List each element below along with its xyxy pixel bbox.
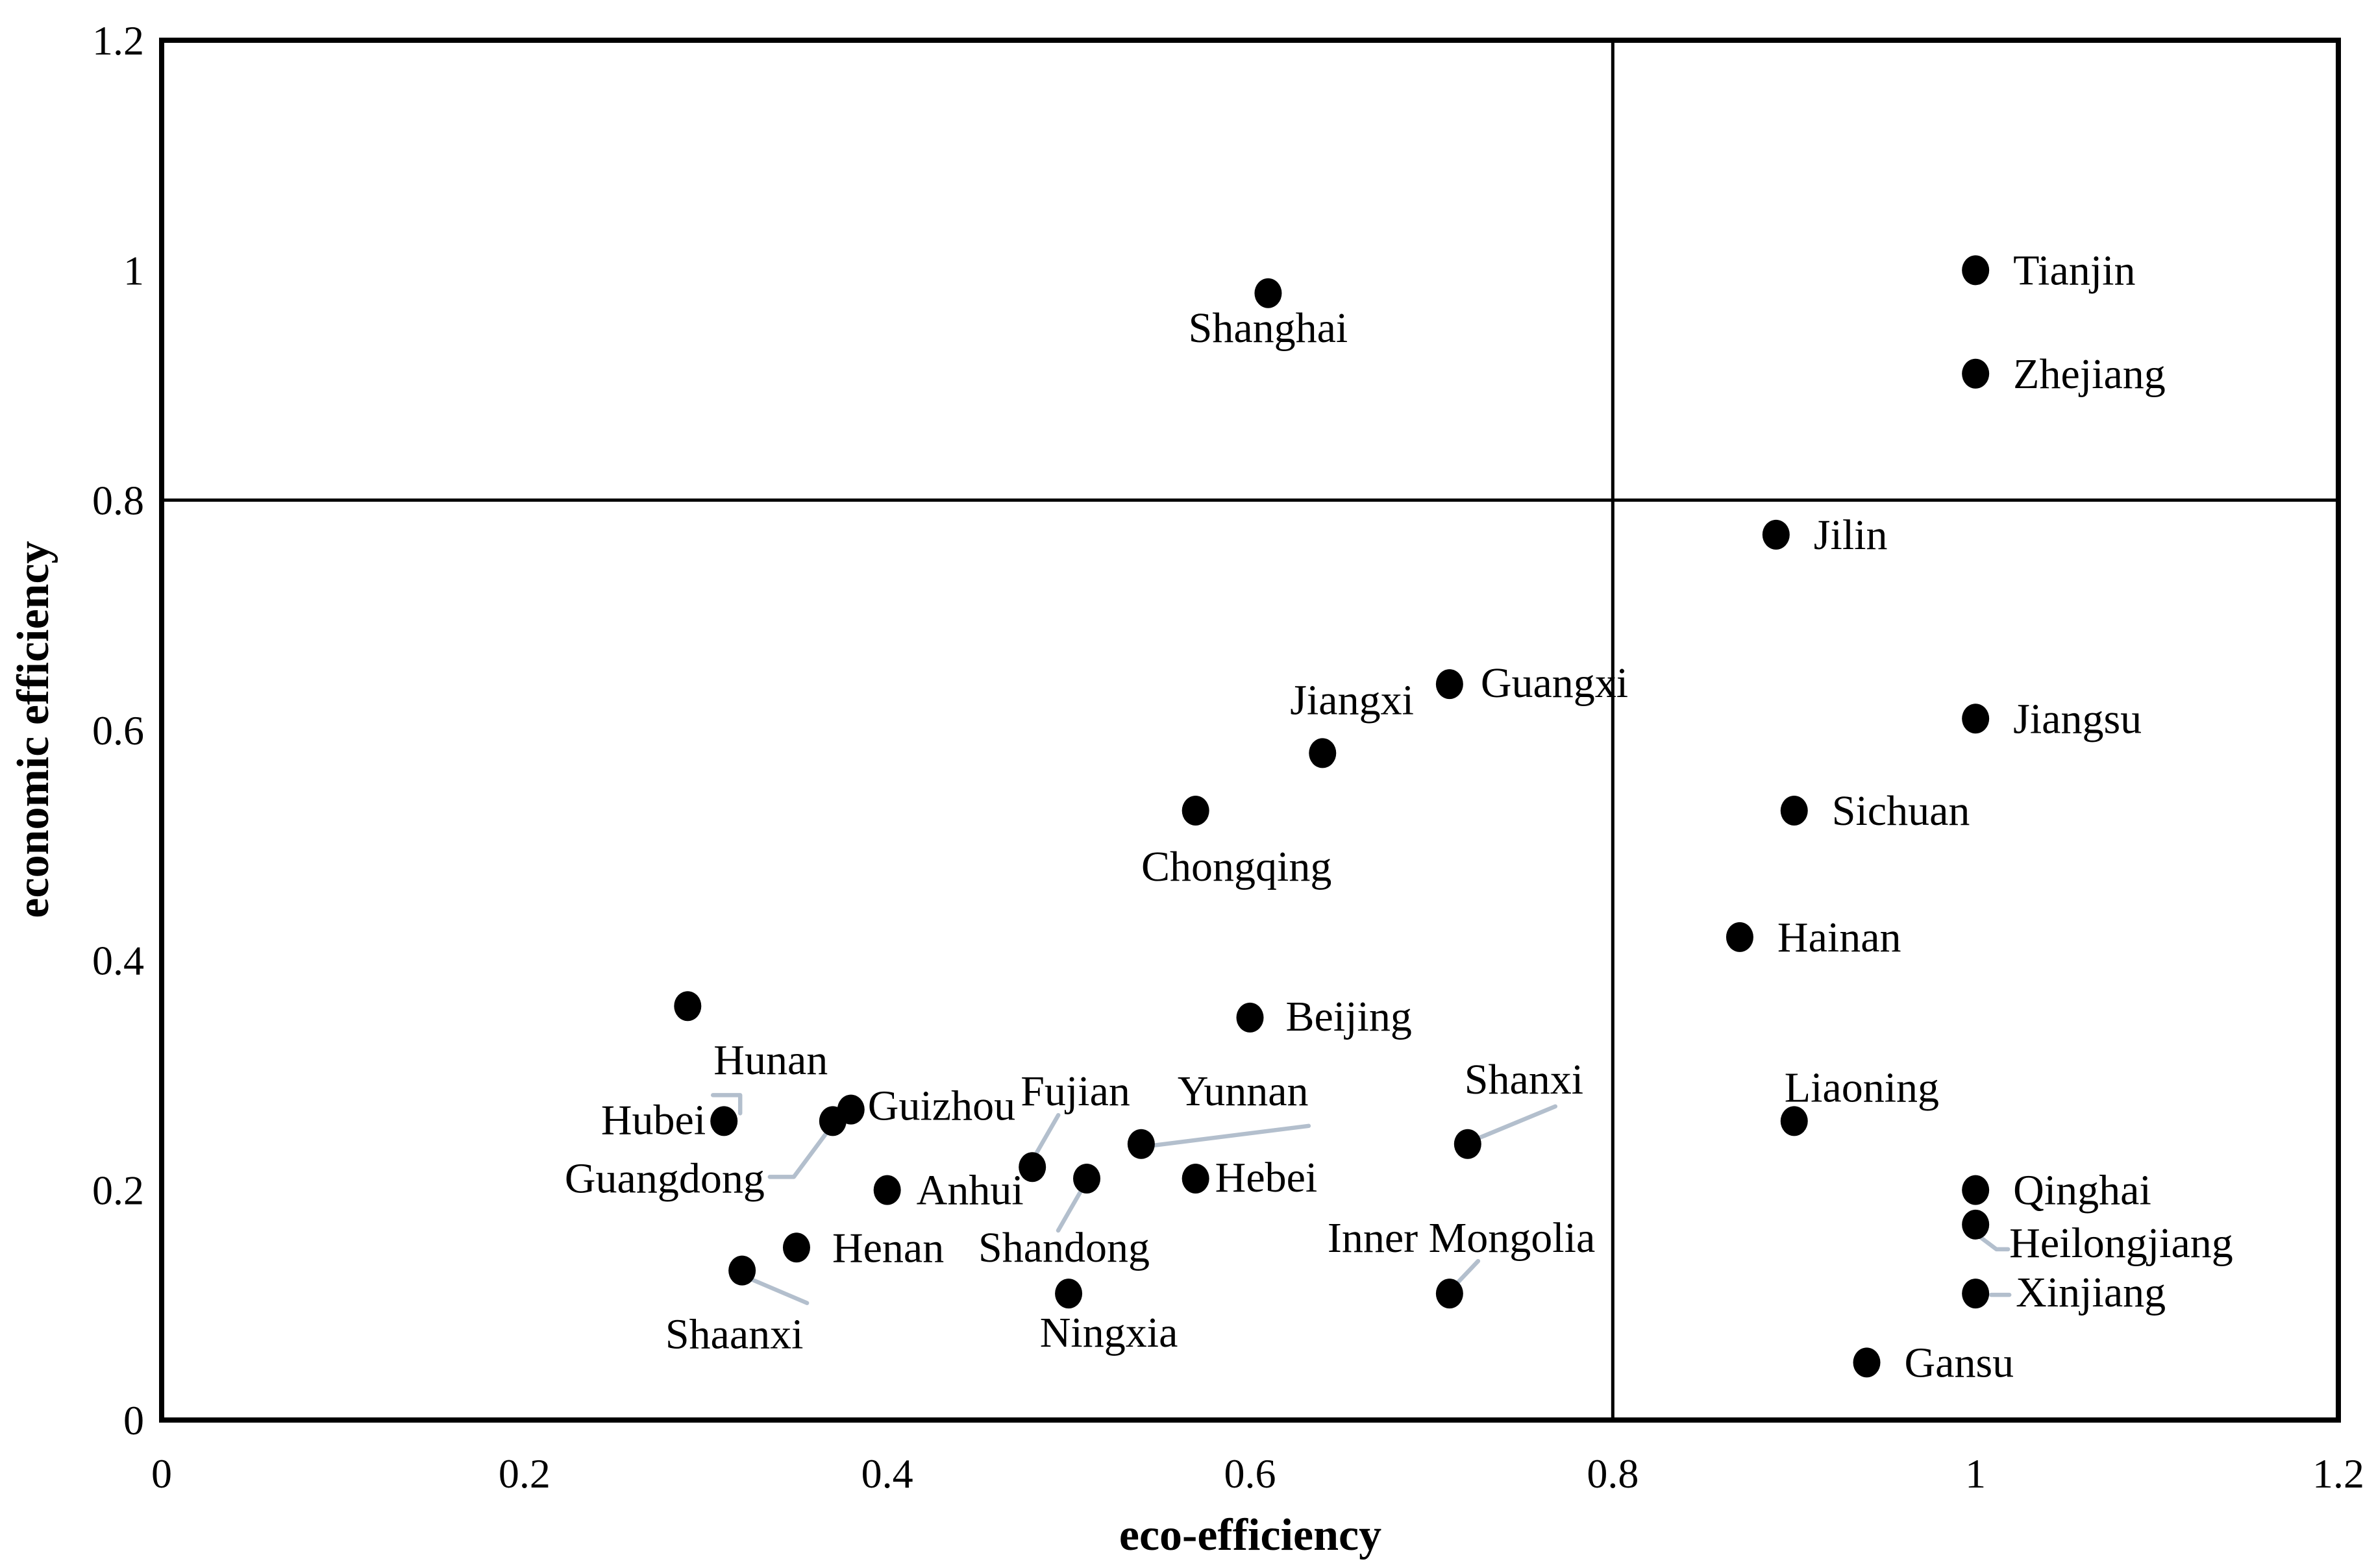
data-point (1853, 1347, 1881, 1378)
data-point (1309, 738, 1337, 768)
data-point (1962, 358, 1990, 389)
point-label: Hainan (1777, 914, 1901, 961)
point-label: Guangxi (1481, 659, 1628, 707)
x-tick-label: 0.2 (499, 1451, 551, 1497)
plot-border (159, 38, 2341, 1423)
data-point (1019, 1152, 1046, 1182)
point-label: Sichuan (1832, 787, 1970, 835)
leader-line (1474, 1104, 1558, 1142)
x-tick-label: 0 (151, 1451, 172, 1497)
point-label: Heilongjiang (2009, 1219, 2233, 1267)
data-point (728, 1255, 756, 1286)
point-label: Guangdong (565, 1155, 765, 1202)
point-label: Shanghai (1189, 304, 1348, 352)
data-point (1962, 1175, 1990, 1205)
point-label: Chongqing (1141, 843, 1331, 890)
leader-line (767, 1127, 832, 1179)
leader-line (743, 1275, 810, 1305)
data-point (1762, 519, 1790, 550)
data-point (1182, 796, 1209, 826)
leader-line (1031, 1112, 1061, 1160)
data-point (873, 1175, 901, 1205)
data-point (1182, 1163, 1209, 1194)
leader-line (1056, 1185, 1085, 1233)
data-point (1127, 1129, 1155, 1159)
y-axis-title: economic efficiency (8, 541, 58, 918)
data-point (1962, 1279, 1990, 1309)
x-tick-label: 0.6 (1224, 1451, 1276, 1497)
point-label: Jiangxi (1290, 676, 1414, 724)
y-tick-label: 0.8 (92, 478, 144, 524)
data-point (1454, 1129, 1481, 1159)
point-label: Tianjin (2013, 247, 2135, 294)
point-label: Xinjiang (2016, 1269, 2166, 1316)
point-label: Jilin (1814, 511, 1888, 559)
point-label: Hubei (601, 1096, 706, 1144)
point-label: Fujian (1021, 1068, 1130, 1115)
y-tick-label: 1.2 (92, 18, 144, 64)
point-label: Jiangsu (2013, 695, 2142, 742)
data-point (782, 1232, 810, 1263)
point-label: Qinghai (2013, 1167, 2151, 1214)
point-label: Shaanxi (665, 1311, 804, 1358)
point-label: Beijing (1286, 993, 1412, 1040)
point-label: Hunan (713, 1036, 828, 1084)
leader-line (710, 1093, 743, 1116)
y-tick-label: 0.2 (92, 1168, 144, 1214)
data-point (710, 1106, 738, 1136)
y-tick-label: 0 (123, 1397, 144, 1443)
point-label: Zhejiang (2013, 350, 2166, 398)
x-tick-label: 0.8 (1587, 1451, 1639, 1497)
point-label: Yunnan (1178, 1068, 1309, 1115)
x-tick-label: 0.4 (861, 1451, 913, 1497)
point-label: Anhui (917, 1167, 1024, 1214)
data-point (1780, 1106, 1808, 1136)
leader-line (1978, 1235, 2011, 1252)
leader-line (1152, 1123, 1311, 1148)
data-point (1726, 922, 1753, 952)
data-point (1435, 669, 1463, 700)
point-label: Henan (832, 1224, 944, 1271)
point-label: Guizhou (868, 1083, 1015, 1130)
point-label: Ningxia (1040, 1309, 1178, 1356)
data-point (1962, 1209, 1990, 1240)
point-label: Shandong (978, 1224, 1150, 1271)
point-label: Shanxi (1465, 1056, 1583, 1103)
point-label: Hebei (1215, 1154, 1318, 1201)
data-point (1236, 1002, 1264, 1033)
point-label: Gansu (1905, 1339, 2014, 1386)
point-label: Inner Mongolia (1328, 1214, 1595, 1262)
data-point (1962, 704, 1990, 734)
x-axis-title: eco-efficiency (1119, 1510, 1382, 1560)
y-tick-label: 0.4 (92, 937, 144, 983)
data-point (1073, 1163, 1101, 1194)
data-point (1962, 255, 1990, 286)
y-tick-label: 0.6 (92, 707, 144, 753)
y-tick-label: 1 (123, 247, 144, 293)
x-tick-label: 1.2 (2312, 1451, 2364, 1497)
x-tick-label: 1 (1965, 1451, 1986, 1497)
data-point (819, 1106, 847, 1136)
point-label: Liaoning (1785, 1064, 1939, 1111)
data-point (674, 991, 702, 1022)
data-point (1254, 278, 1282, 308)
data-point (1780, 796, 1808, 826)
data-point (1055, 1279, 1083, 1309)
data-point (1435, 1279, 1463, 1309)
